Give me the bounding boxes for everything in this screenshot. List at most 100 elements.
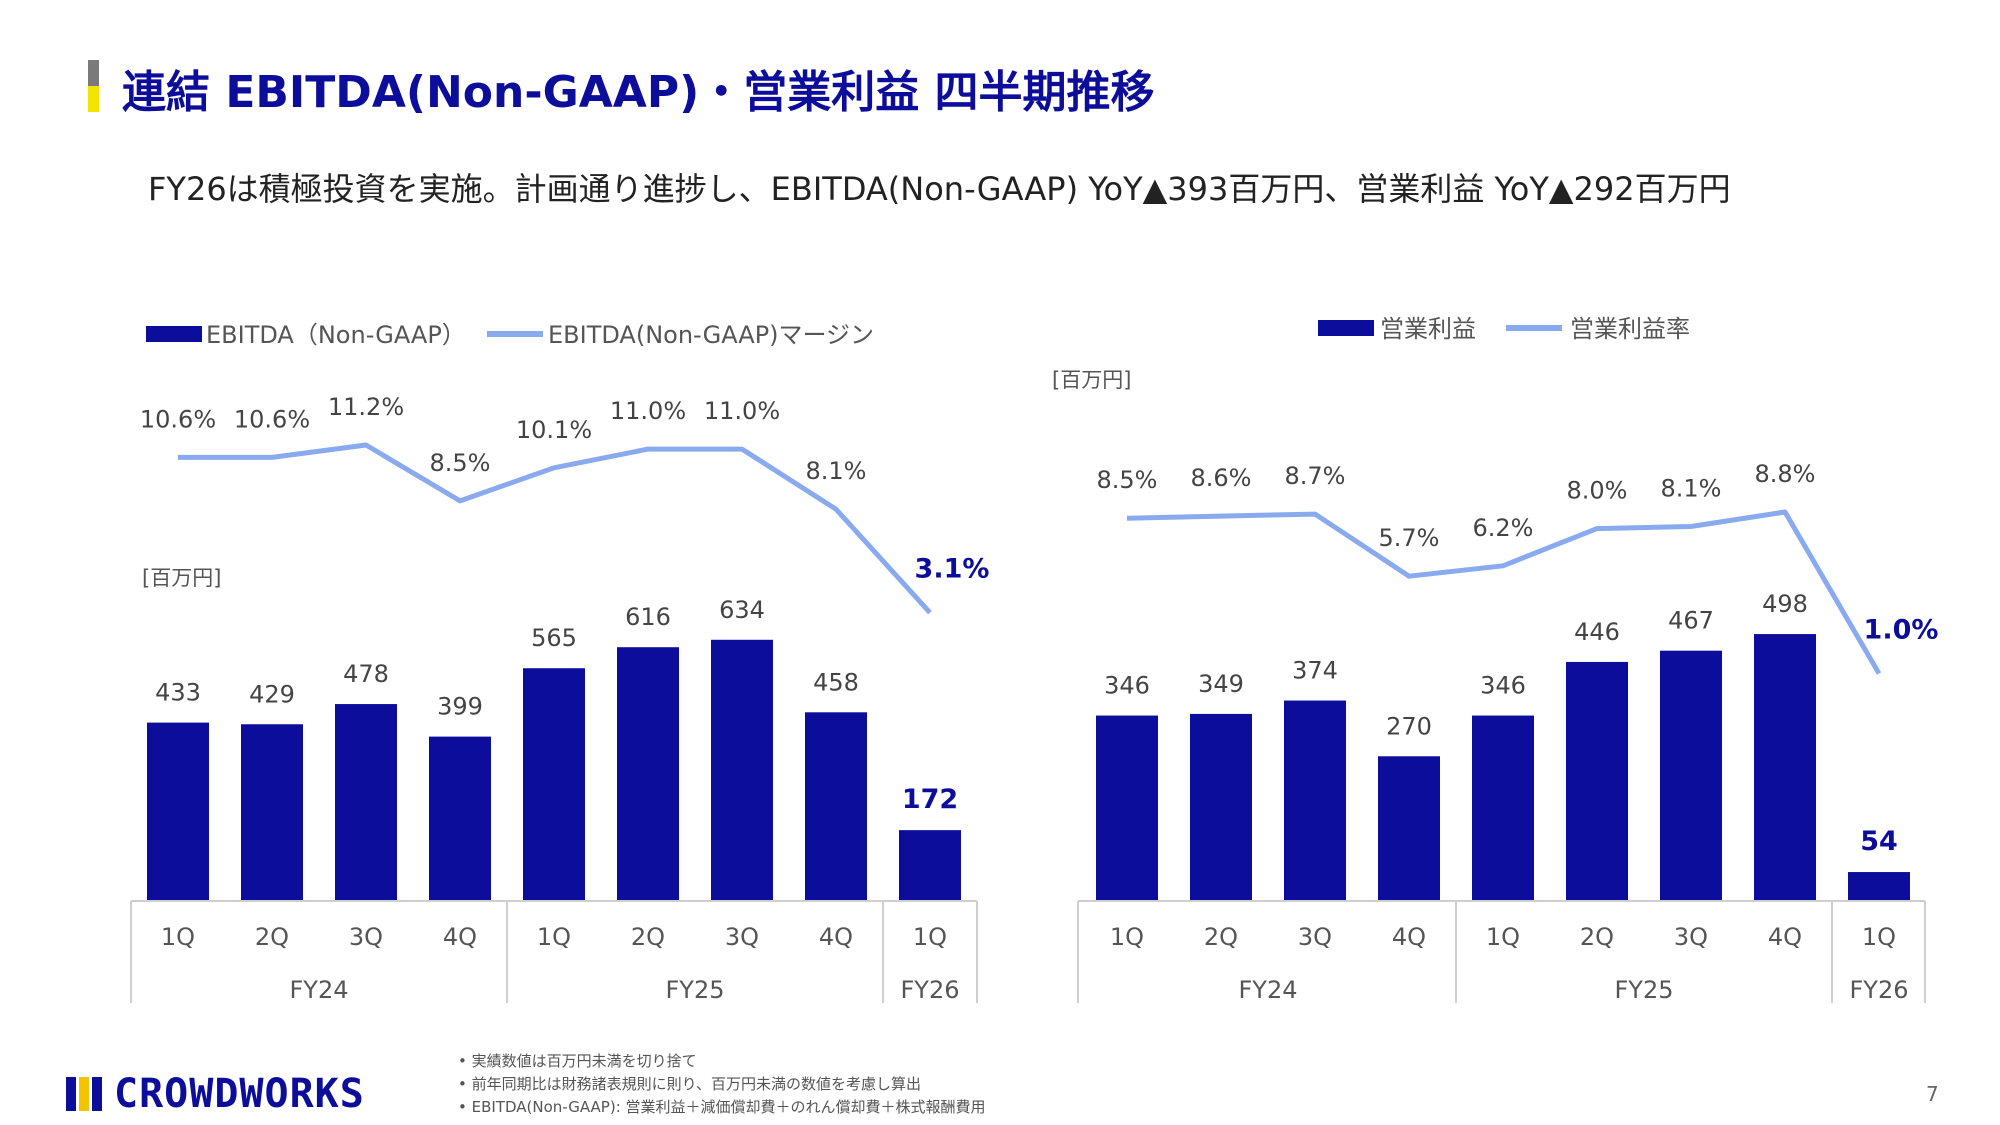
category-tick-label: 2Q bbox=[255, 923, 289, 951]
category-tick-label: 2Q bbox=[631, 923, 665, 951]
legend-line-label: 営業利益率 bbox=[1570, 315, 1690, 343]
group-label: FY26 bbox=[900, 976, 959, 1004]
bar-value-label: 433 bbox=[155, 679, 201, 707]
margin-value-label: 11.2% bbox=[328, 393, 404, 421]
category-tick-label: 1Q bbox=[1862, 923, 1896, 951]
margin-value-label: 8.5% bbox=[430, 449, 491, 477]
group-label: FY26 bbox=[1849, 976, 1908, 1004]
bar-value-label: 634 bbox=[719, 596, 765, 624]
bar-value-label: 467 bbox=[1668, 607, 1714, 635]
bar bbox=[1096, 715, 1158, 901]
bar bbox=[899, 830, 961, 901]
bar-value-label: 54 bbox=[1860, 826, 1898, 857]
page-number: 7 bbox=[1926, 1082, 1939, 1106]
category-tick-label: 4Q bbox=[819, 923, 853, 951]
bar bbox=[805, 712, 867, 901]
margin-value-label: 8.1% bbox=[806, 457, 867, 485]
bar bbox=[1754, 634, 1816, 901]
page-subtitle: FY26は積極投資を実施。計画通り進捗し、EBITDA(Non-GAAP) Yo… bbox=[148, 170, 1731, 208]
category-tick-label: 3Q bbox=[349, 923, 383, 951]
legend-bar-label: 営業利益 bbox=[1380, 315, 1476, 343]
margin-value-label: 1.0% bbox=[1864, 614, 1939, 645]
bar bbox=[429, 736, 491, 901]
bar bbox=[1848, 872, 1910, 901]
bar-value-label: 172 bbox=[902, 784, 958, 815]
margin-value-label: 8.8% bbox=[1755, 460, 1816, 488]
logo-text: CROWDWORKS bbox=[114, 1071, 365, 1117]
group-label: FY24 bbox=[289, 976, 348, 1004]
bar-value-label: 446 bbox=[1574, 618, 1620, 646]
bar-value-label: 478 bbox=[343, 660, 389, 688]
margin-value-label: 8.6% bbox=[1191, 464, 1252, 492]
bar-value-label: 270 bbox=[1386, 712, 1432, 740]
bar-value-label: 374 bbox=[1292, 657, 1338, 685]
margin-value-label: 10.6% bbox=[234, 405, 310, 433]
bar-value-label: 498 bbox=[1762, 590, 1808, 618]
footnote: 実績数値は百万円未満を切り捨て bbox=[458, 1050, 986, 1073]
group-label: FY25 bbox=[665, 976, 724, 1004]
margin-value-label: 8.5% bbox=[1097, 466, 1158, 494]
margin-line bbox=[1126, 509, 1882, 675]
bar-value-label: 458 bbox=[813, 668, 859, 696]
bar bbox=[335, 704, 397, 901]
bar bbox=[1566, 661, 1628, 901]
margin-value-label: 11.0% bbox=[610, 397, 686, 425]
category-tick-label: 4Q bbox=[443, 923, 477, 951]
bar bbox=[241, 724, 303, 901]
group-label: FY24 bbox=[1238, 976, 1297, 1004]
bar-value-label: 616 bbox=[625, 603, 671, 631]
category-tick-label: 4Q bbox=[1768, 923, 1802, 951]
category-tick-label: 1Q bbox=[1110, 923, 1144, 951]
bar-value-label: 346 bbox=[1480, 672, 1526, 700]
bar bbox=[1472, 715, 1534, 901]
margin-value-label: 10.6% bbox=[140, 405, 216, 433]
category-tick-label: 3Q bbox=[725, 923, 759, 951]
category-tick-label: 1Q bbox=[161, 923, 195, 951]
margin-value-label: 5.7% bbox=[1379, 524, 1440, 552]
legend-bar-label: EBITDA（Non-GAAP） bbox=[206, 321, 466, 349]
footnotes: 実績数値は百万円未満を切り捨て 前年同期比は財務諸表規則に則り、百万円未満の数値… bbox=[458, 1050, 986, 1119]
page-title: 連結 EBITDA(Non-GAAP)・営業利益 四半期推移 bbox=[122, 67, 1155, 118]
footnote: EBITDA(Non-GAAP): 営業利益＋減価償却費＋のれん償却費＋株式報酬… bbox=[458, 1096, 986, 1119]
category-tick-label: 2Q bbox=[1204, 923, 1238, 951]
unit-label: [百万円] bbox=[142, 566, 221, 590]
bar bbox=[1660, 650, 1722, 901]
bar bbox=[1284, 700, 1346, 901]
margin-value-label: 11.0% bbox=[704, 397, 780, 425]
bar bbox=[617, 647, 679, 901]
margin-value-label: 8.7% bbox=[1285, 462, 1346, 490]
logo-mark-icon bbox=[66, 1077, 102, 1111]
category-tick-label: 3Q bbox=[1298, 923, 1332, 951]
legend-line-label: EBITDA(Non-GAAP)マージン bbox=[548, 321, 874, 349]
category-tick-label: 2Q bbox=[1580, 923, 1614, 951]
category-tick-label: 1Q bbox=[1486, 923, 1520, 951]
bar-value-label: 429 bbox=[249, 680, 295, 708]
bar-value-label: 349 bbox=[1198, 670, 1244, 698]
category-tick-label: 3Q bbox=[1674, 923, 1708, 951]
margin-line bbox=[178, 442, 932, 615]
category-tick-label: 4Q bbox=[1392, 923, 1426, 951]
bar bbox=[1190, 713, 1252, 901]
bar-value-label: 346 bbox=[1104, 672, 1150, 700]
legend-bar-swatch bbox=[1318, 320, 1374, 336]
margin-value-label: 3.1% bbox=[915, 554, 990, 585]
crowdworks-logo: CROWDWORKS bbox=[66, 1071, 365, 1117]
bar-value-label: 399 bbox=[437, 693, 483, 721]
title-accent-bar bbox=[88, 60, 99, 112]
bar bbox=[523, 668, 585, 901]
bar bbox=[147, 722, 209, 901]
bar bbox=[1378, 756, 1440, 901]
group-label: FY25 bbox=[1614, 976, 1673, 1004]
margin-value-label: 8.0% bbox=[1567, 477, 1628, 505]
bar bbox=[711, 639, 773, 901]
category-tick-label: 1Q bbox=[537, 923, 571, 951]
unit-label: [百万円] bbox=[1052, 368, 1131, 392]
category-tick-label: 1Q bbox=[913, 923, 947, 951]
margin-value-label: 6.2% bbox=[1473, 514, 1534, 542]
legend-bar-swatch bbox=[146, 326, 202, 342]
margin-value-label: 8.1% bbox=[1661, 474, 1722, 502]
margin-value-label: 10.1% bbox=[516, 416, 592, 444]
bar-value-label: 565 bbox=[531, 624, 577, 652]
